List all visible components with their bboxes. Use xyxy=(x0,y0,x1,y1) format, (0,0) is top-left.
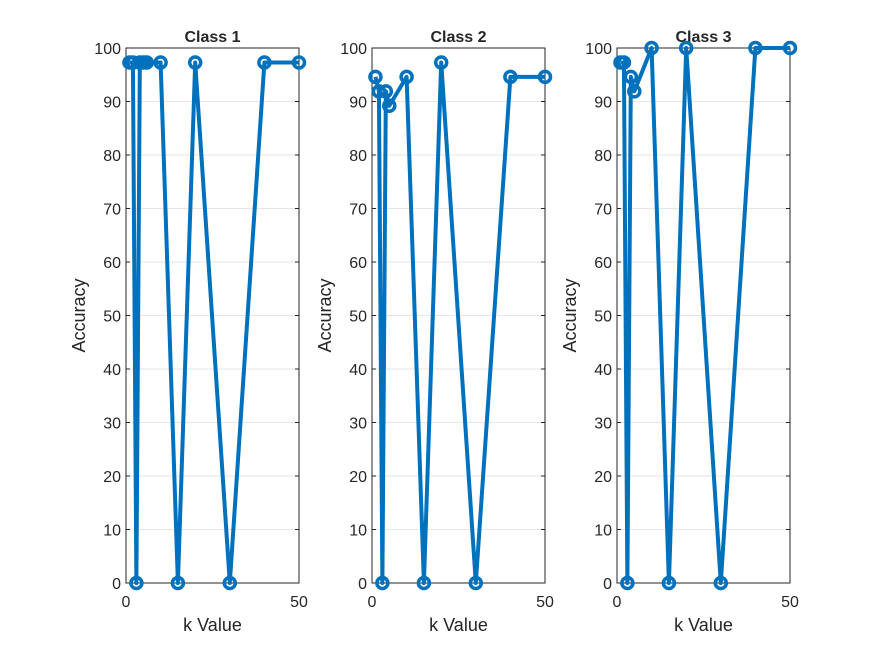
series-line xyxy=(373,60,545,585)
y-tick-label: 40 xyxy=(103,362,121,379)
subplot-title: Class 2 xyxy=(430,29,486,46)
y-tick-label: 20 xyxy=(594,469,612,486)
data-point-marker xyxy=(748,40,763,56)
data-point-marker xyxy=(503,69,518,85)
data-point-marker xyxy=(257,55,272,70)
y-tick-label: 30 xyxy=(103,416,121,433)
y-tick-label: 30 xyxy=(594,416,612,433)
data-point-marker xyxy=(416,575,432,591)
data-point-marker xyxy=(170,575,186,591)
data-point-marker xyxy=(378,84,394,99)
y-tick-label: 0 xyxy=(358,576,367,593)
y-tick-label: 70 xyxy=(349,202,367,219)
data-point-marker xyxy=(782,40,798,56)
data-point-marker xyxy=(537,69,553,85)
data-point-marker xyxy=(713,575,729,591)
data-point-marker xyxy=(644,40,659,56)
y-tick-label: 80 xyxy=(594,148,612,165)
y-axis-label: Accuracy xyxy=(560,278,580,352)
y-tick-label: 50 xyxy=(103,309,121,326)
data-point-marker xyxy=(620,575,635,591)
y-tick-label: 40 xyxy=(594,362,612,379)
y-tick-label: 100 xyxy=(94,41,121,58)
data-point-marker xyxy=(187,55,203,70)
x-tick-label: 50 xyxy=(536,594,554,611)
data-point-marker xyxy=(139,55,155,70)
y-tick-label: 80 xyxy=(103,148,121,165)
data-point-marker xyxy=(129,575,144,591)
y-tick-label: 100 xyxy=(585,41,612,58)
data-point-marker xyxy=(468,575,484,591)
subplot-2: 0 10 20 30 40 50 60 70 80 90 100 0 50 Class 2 k Value A… xyxy=(315,29,554,635)
y-tick-label: 90 xyxy=(103,95,121,112)
data-point-marker xyxy=(153,55,168,70)
y-tick-label: 70 xyxy=(103,202,121,219)
data-point-marker xyxy=(371,84,387,99)
y-tick-label: 90 xyxy=(349,95,367,112)
y-tick-label: 60 xyxy=(594,255,612,272)
data-point-marker xyxy=(382,98,397,114)
data-point-marker xyxy=(623,69,639,85)
data-point-marker xyxy=(291,55,307,70)
y-tick-label: 20 xyxy=(103,469,121,486)
data-point-marker xyxy=(627,84,642,99)
y-tick-label: 0 xyxy=(603,576,612,593)
data-point-marker xyxy=(375,575,390,591)
y-tick-label: 10 xyxy=(349,523,367,540)
y-axis-label: Accuracy xyxy=(315,278,335,352)
y-tick-label: 20 xyxy=(349,469,367,486)
y-tick-label: 0 xyxy=(112,576,121,593)
x-tick-label: 0 xyxy=(368,594,377,611)
data-point-marker xyxy=(678,40,694,56)
y-tick-label: 50 xyxy=(594,309,612,326)
y-tick-label: 40 xyxy=(349,362,367,379)
x-tick-label: 50 xyxy=(781,594,799,611)
x-tick-label: 0 xyxy=(122,594,131,611)
data-point-marker xyxy=(368,69,383,85)
y-tick-label: 60 xyxy=(103,255,121,272)
data-point-marker xyxy=(222,575,238,591)
subplot-title: Class 1 xyxy=(184,29,240,46)
y-tick-label: 90 xyxy=(594,95,612,112)
subplot-1: 0 10 20 30 40 50 60 70 80 90 100 0 50 Class 1 k Value A… xyxy=(69,29,308,635)
y-tick-label: 70 xyxy=(594,202,612,219)
x-tick-label: 50 xyxy=(290,594,308,611)
y-axis-label: Accuracy xyxy=(69,278,89,352)
y-tick-label: 10 xyxy=(594,523,612,540)
y-tick-label: 100 xyxy=(340,41,367,58)
y-tick-label: 30 xyxy=(349,416,367,433)
data-point-marker xyxy=(433,55,449,70)
y-tick-label: 50 xyxy=(349,309,367,326)
x-tick-label: 0 xyxy=(613,594,622,611)
x-axis-label: k Value xyxy=(183,615,242,635)
x-axis-label: k Value xyxy=(429,615,488,635)
x-axis-label: k Value xyxy=(674,615,733,635)
data-point-marker xyxy=(661,575,677,591)
y-tick-label: 60 xyxy=(349,255,367,272)
y-tick-label: 80 xyxy=(349,148,367,165)
series-line xyxy=(620,46,790,585)
data-point-marker xyxy=(616,55,632,70)
y-tick-label: 10 xyxy=(103,523,121,540)
data-point-marker xyxy=(399,69,414,85)
